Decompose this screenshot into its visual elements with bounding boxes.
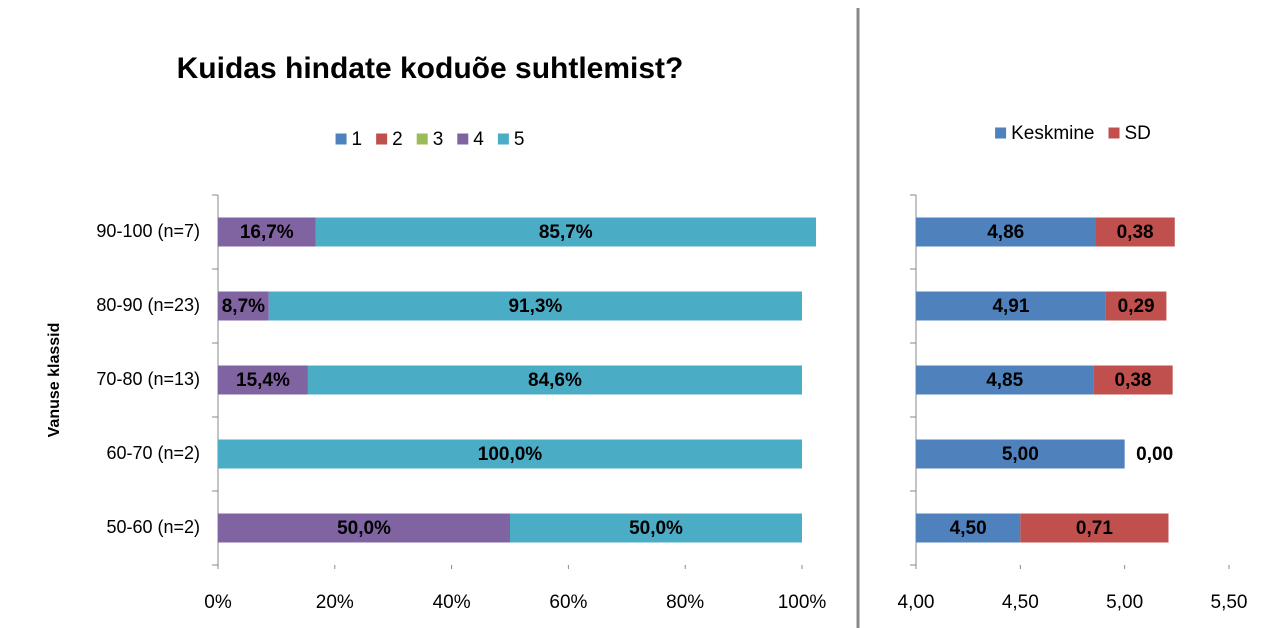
bar-segment [916, 365, 1094, 395]
bar-segment [510, 513, 802, 543]
x-tick-label: 60% [549, 592, 587, 613]
y-tick-label: 50-60 (n=2) [106, 517, 200, 537]
data-label: 0,71 [1076, 518, 1113, 539]
legend-item: 1 [335, 129, 363, 150]
data-label: 0,29 [1118, 296, 1155, 317]
legend-swatch [335, 133, 347, 145]
legend-swatch [416, 133, 428, 145]
chart-title: Kuidas hindate koduõe suhtlemist? [177, 52, 684, 85]
legend-item: 3 [416, 129, 444, 150]
data-label: 0,38 [1117, 222, 1154, 243]
x-tick-label: 4,50 [1002, 592, 1039, 613]
legend-item: SD [1108, 123, 1151, 144]
bar-segment [916, 439, 1125, 469]
bar-segment [307, 365, 802, 395]
bar-segment [1093, 365, 1173, 395]
data-label: 0,00 [1136, 444, 1173, 465]
data-label: 91,3% [508, 296, 562, 317]
legend-label: Keskmine [1011, 123, 1094, 144]
data-label: 4,50 [950, 518, 987, 539]
x-tick-label: 20% [316, 592, 354, 613]
legend-swatch [1108, 127, 1120, 139]
data-label: 84,6% [528, 370, 582, 391]
legend-label: 3 [433, 129, 444, 150]
legend-label: 1 [352, 129, 363, 150]
data-label: 50,0% [629, 518, 683, 539]
data-label: 4,86 [987, 222, 1024, 243]
y-tick-label: 60-70 (n=2) [106, 443, 200, 463]
x-tick-label: 40% [433, 592, 471, 613]
bar-segment [218, 291, 269, 321]
data-label: 50,0% [337, 518, 391, 539]
bar-segment [916, 217, 1096, 247]
legend-swatch [457, 133, 469, 145]
bar-segment [1020, 513, 1169, 543]
data-label: 5,00 [1002, 444, 1039, 465]
legend-swatch [497, 133, 509, 145]
x-tick-label: 4,00 [898, 592, 935, 613]
bar-segment [218, 439, 802, 469]
x-tick-label: 0% [204, 592, 232, 613]
y-tick-label: 80-90 (n=23) [96, 295, 200, 315]
bar-segment [916, 291, 1106, 321]
data-label: 15,4% [236, 370, 290, 391]
bar-segment [218, 365, 308, 395]
bar-segment [268, 291, 803, 321]
bar-segment [218, 217, 316, 247]
data-label: 16,7% [240, 222, 294, 243]
legend-label: 2 [392, 129, 403, 150]
bar-segment [1105, 291, 1167, 321]
y-tick-label: 90-100 (n=7) [96, 221, 200, 241]
data-label: 4,85 [986, 370, 1023, 391]
data-label: 4,91 [992, 296, 1029, 317]
y-axis-label: Vanuse klassid [46, 323, 63, 438]
legend-item: Keskmine [995, 123, 1095, 144]
legend-label: 5 [514, 129, 525, 150]
y-tick-label: 70-80 (n=13) [96, 369, 200, 389]
x-tick-label: 5,50 [1211, 592, 1248, 613]
legend-label: 4 [473, 129, 484, 150]
legend-item: 5 [497, 129, 525, 150]
x-tick-label: 80% [666, 592, 704, 613]
legend-label: SD [1125, 123, 1151, 144]
data-label: 0,38 [1115, 370, 1152, 391]
bar-segment [315, 217, 817, 247]
bar-segment [218, 513, 510, 543]
x-tick-label: 5,00 [1106, 592, 1143, 613]
legend-item: 2 [376, 129, 403, 150]
legend-swatch [995, 127, 1007, 139]
legend-swatch [376, 133, 388, 145]
data-label: 8,7% [222, 296, 265, 317]
bar-segment [916, 513, 1021, 543]
legend-item: 4 [457, 129, 484, 150]
x-tick-label: 100% [778, 592, 827, 613]
bar-segment [1095, 217, 1175, 247]
data-label: 100,0% [478, 444, 543, 465]
data-label: 85,7% [539, 222, 593, 243]
